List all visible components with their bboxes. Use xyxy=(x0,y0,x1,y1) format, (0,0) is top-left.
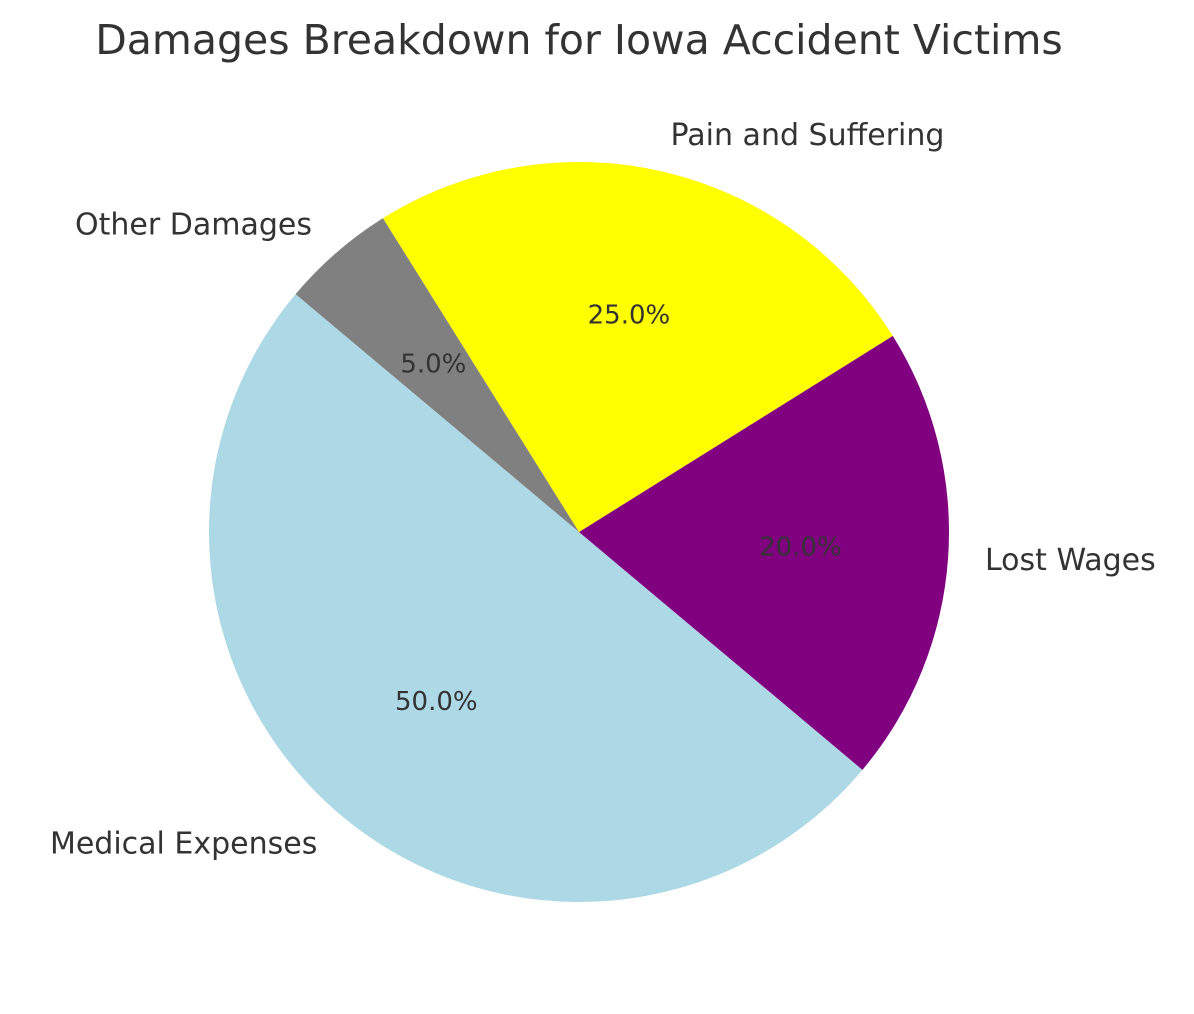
percent-labels: 50.0% 20.0% 25.0% 5.0% xyxy=(395,301,842,717)
pct-label-lost-wages: 20.0% xyxy=(759,532,842,562)
slice-label-pain-and-suffering: Pain and Suffering xyxy=(671,118,945,153)
slice-labels: Medical Expenses Lost Wages Pain and Suffe… xyxy=(50,118,1156,861)
pct-label-other-damages: 5.0% xyxy=(400,349,466,379)
pie-slice-pain-and-suffering xyxy=(382,161,893,532)
pct-label-pain-and-suffering: 25.0% xyxy=(588,301,671,331)
chart-title: Damages Breakdown for Iowa Accident Vict… xyxy=(95,16,1063,64)
pie-slices xyxy=(208,161,950,903)
pie-slice-lost-wages xyxy=(579,335,950,770)
pie-slice-other-damages xyxy=(295,218,579,532)
pie-slice-medical-expenses xyxy=(208,294,863,903)
pct-label-medical-expenses: 50.0% xyxy=(395,687,478,717)
slice-label-other-damages: Other Damages xyxy=(75,207,312,242)
slice-label-lost-wages: Lost Wages xyxy=(985,543,1156,578)
slice-label-medical-expenses: Medical Expenses xyxy=(50,826,317,861)
